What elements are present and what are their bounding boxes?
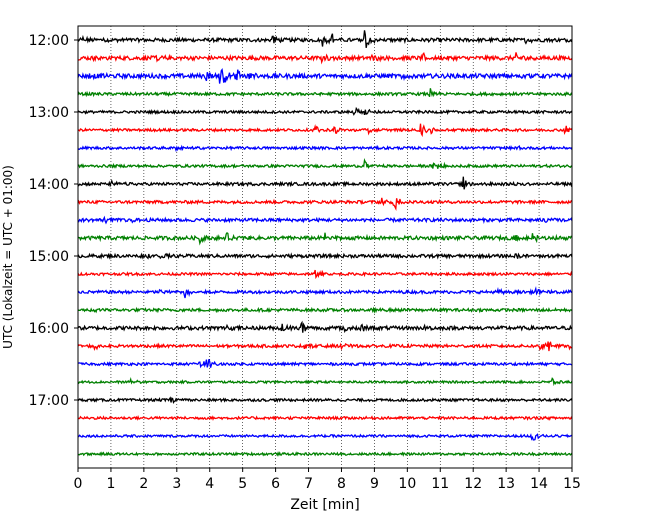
- x-axis-ticks: 0 1 2 3 4 5 6 7 8 9 10 11 12 13 14 15: [74, 468, 581, 492]
- trace-1200: [77, 30, 573, 48]
- x-tick-label: 0: [74, 476, 83, 492]
- trace-1600: [77, 320, 573, 334]
- x-tick-label: 14: [530, 476, 548, 492]
- trace-1215: [77, 51, 573, 65]
- trace-1245: [77, 88, 573, 98]
- y-tick-label: 16:00: [29, 321, 69, 337]
- trace-1300: [77, 106, 573, 116]
- trace-1415: [77, 197, 573, 212]
- x-tick-label: 3: [172, 476, 181, 492]
- trace-1745: [77, 451, 573, 457]
- trace-1715: [77, 414, 573, 421]
- y-axis-ticks: 12:00 13:00 14:00 15:00 16:00 17:00: [29, 33, 78, 409]
- y-axis-label: UTC (Lokalzeit = UTC + 01:00): [1, 165, 15, 349]
- x-tick-label: 5: [238, 476, 247, 492]
- trace-1615: [77, 341, 573, 352]
- x-tick-label: 1: [106, 476, 115, 492]
- trace-1530: [77, 286, 573, 299]
- trace-1500: [77, 252, 573, 260]
- trace-1645: [77, 376, 573, 387]
- trace-1315: [77, 123, 573, 138]
- x-tick-label: 7: [304, 476, 313, 492]
- trace-1545: [77, 306, 573, 314]
- trace-1515: [77, 269, 573, 280]
- y-tick-label: 14:00: [29, 177, 69, 193]
- x-tick-label: 12: [464, 476, 482, 492]
- trace-1330: [77, 144, 573, 153]
- seismic-traces: [77, 30, 573, 457]
- trace-1345: [77, 158, 573, 170]
- trace-1730: [77, 433, 573, 441]
- y-tick-label: 13:00: [29, 105, 69, 121]
- trace-1230: [77, 68, 573, 84]
- x-tick-label: 6: [271, 476, 280, 492]
- trace-1700: [77, 396, 573, 405]
- trace-1445: [77, 232, 573, 246]
- trace-1400: [77, 176, 573, 190]
- y-tick-label: 12:00: [29, 33, 69, 49]
- x-tick-label: 8: [337, 476, 346, 492]
- plot-frame: [77, 25, 573, 469]
- y-tick-label: 17:00: [29, 393, 69, 409]
- x-tick-label: 11: [431, 476, 449, 492]
- x-tick-label: 2: [139, 476, 148, 492]
- x-tick-label: 10: [398, 476, 416, 492]
- x-tick-label: 9: [370, 476, 379, 492]
- x-axis-label: Zeit [min]: [290, 497, 359, 513]
- y-tick-label: 15:00: [29, 249, 69, 265]
- trace-1630: [77, 359, 573, 369]
- x-tick-label: 13: [497, 476, 515, 492]
- x-tick-label: 4: [205, 476, 214, 492]
- x-tick-label: 15: [563, 476, 581, 492]
- trace-1430: [77, 215, 573, 225]
